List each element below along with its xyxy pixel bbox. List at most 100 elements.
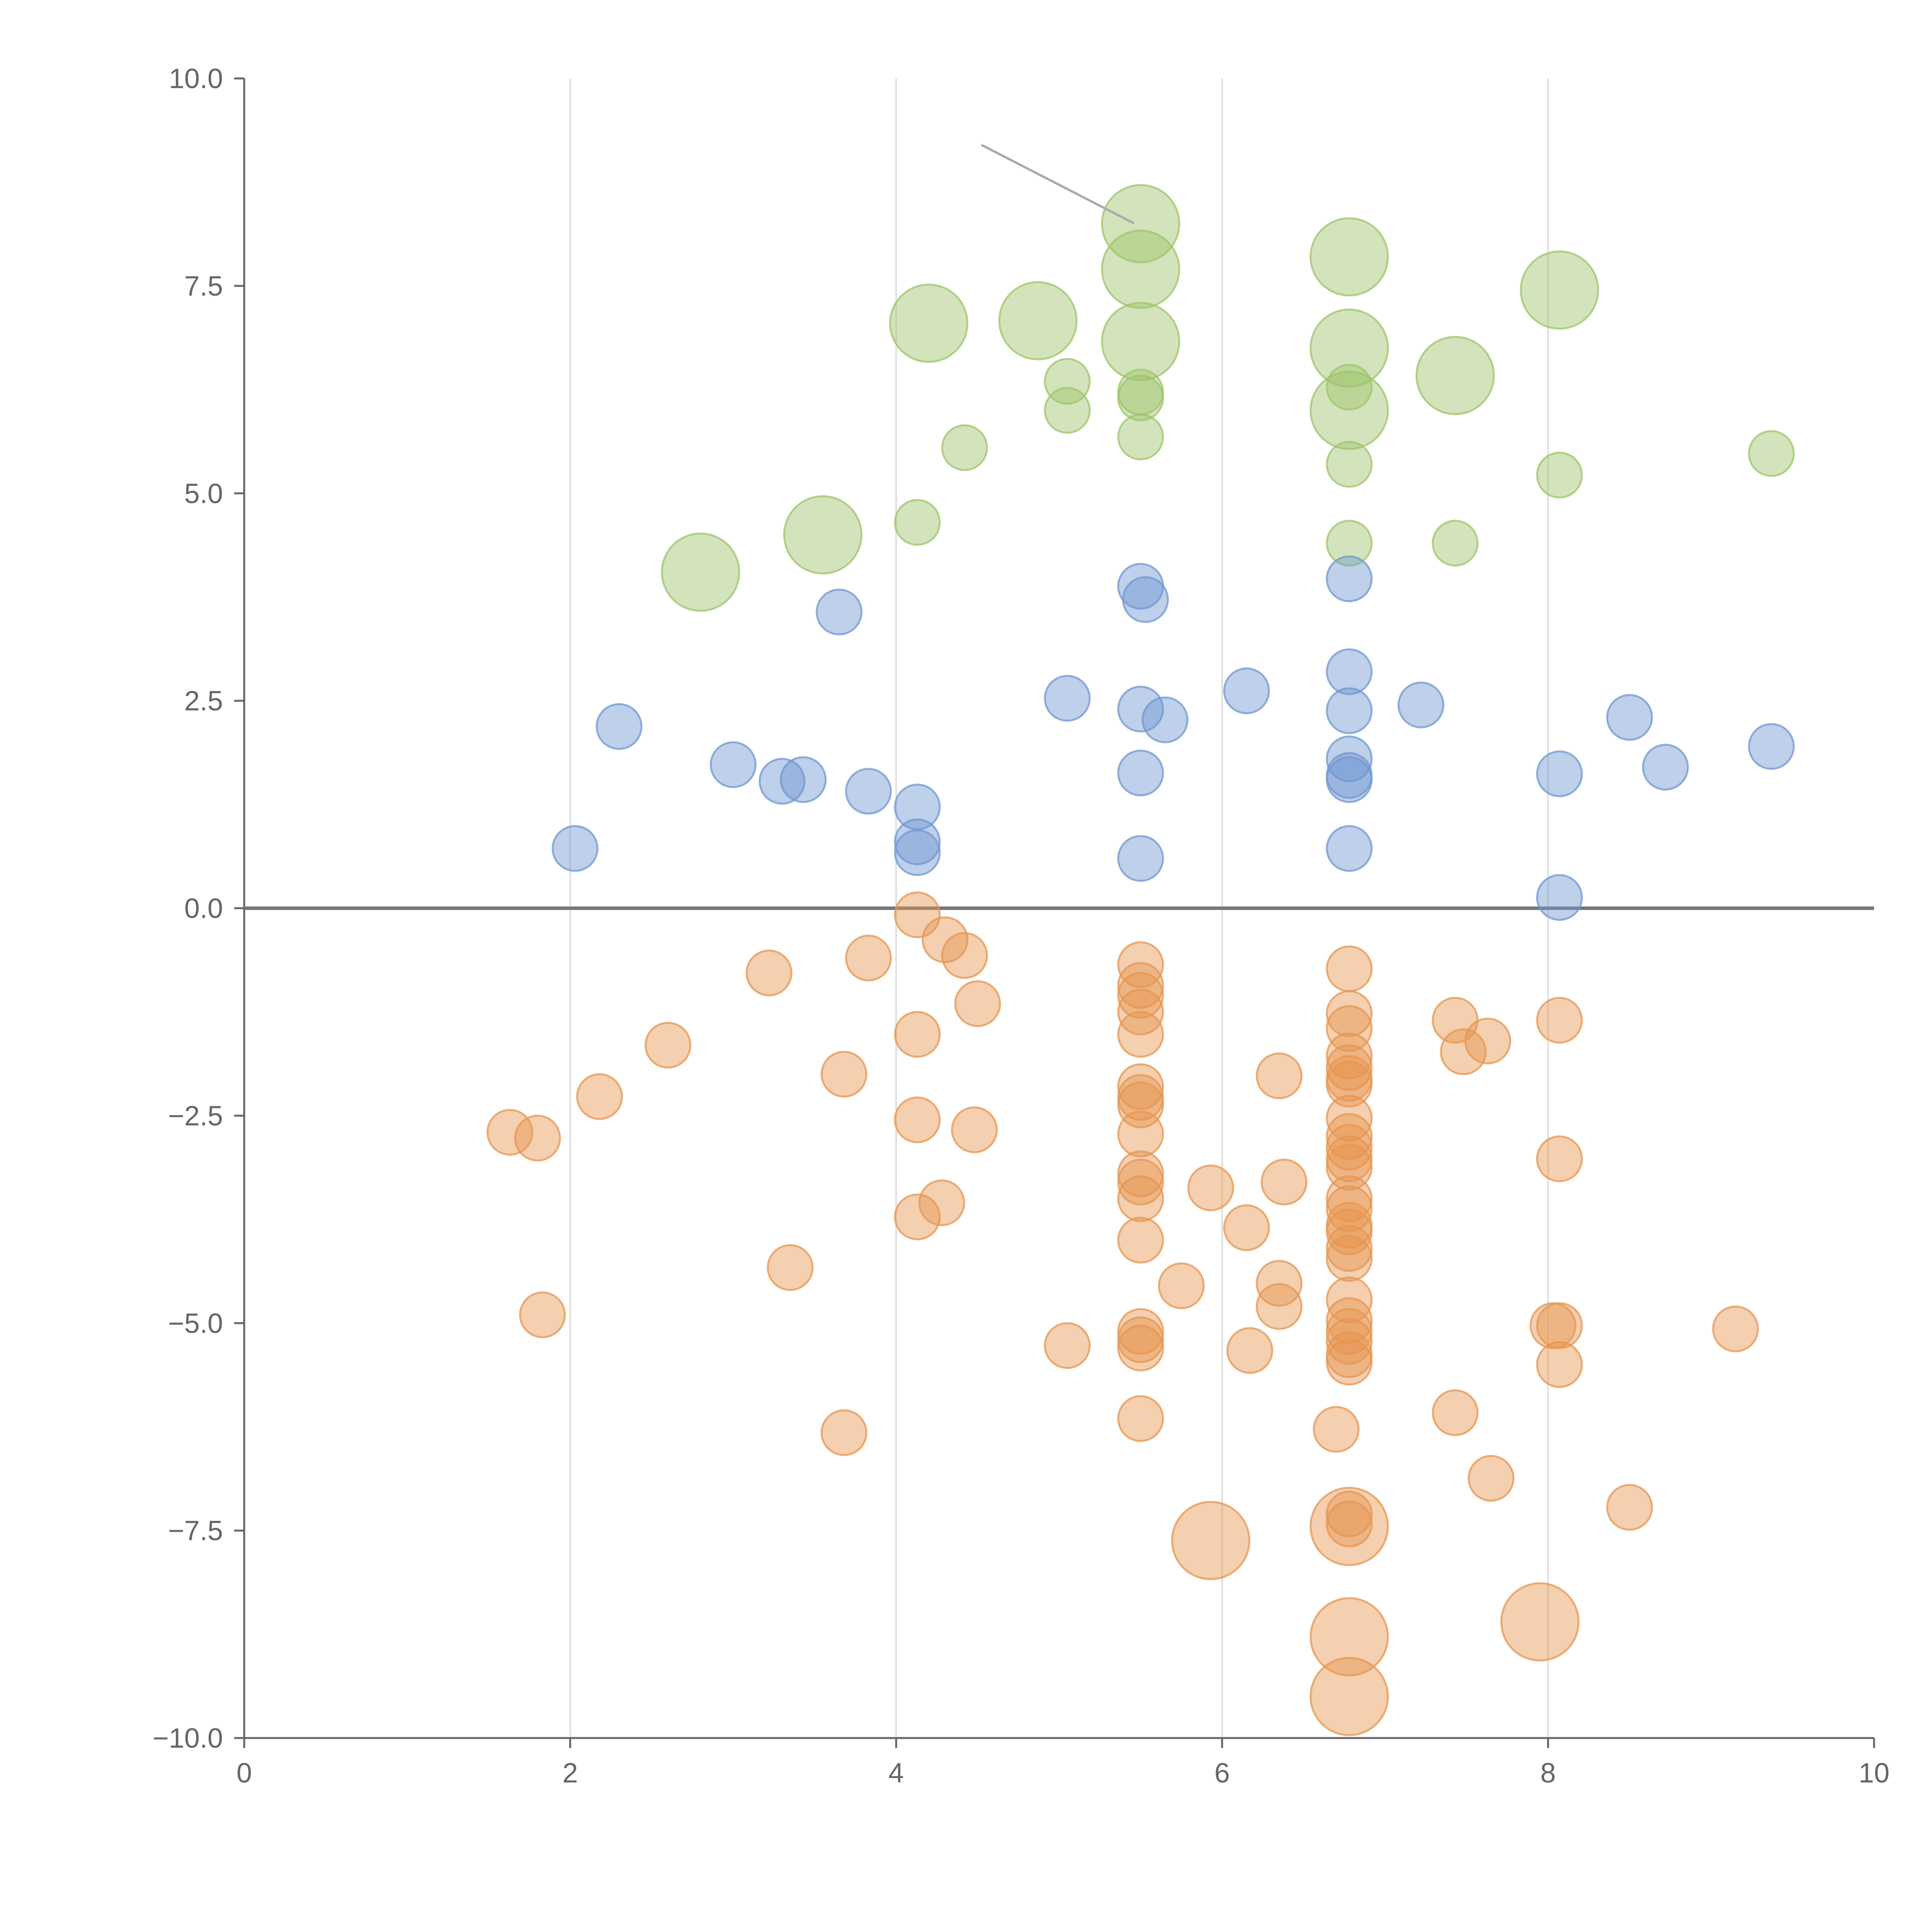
blue-bubble-17 [1117,749,1164,796]
orange-bubble-0 [894,891,941,939]
blue-bubble-18 [1536,750,1583,798]
green-bubble-2 [1310,217,1389,297]
green-bubble-5 [998,281,1078,361]
orange-bubble-11 [1326,990,1373,1037]
green-bubble-24 [1432,520,1479,567]
y-tick-label-3: −2.5 [168,1100,223,1131]
blue-bubble-22 [780,756,827,803]
orange-bubble-61 [519,1291,566,1338]
blue-bubble-15 [1642,743,1689,791]
orange-bubble-35 [1117,1111,1164,1158]
orange-bubble-28 [576,1073,623,1120]
blue-bubble-3 [816,588,863,636]
axis-layer: 0 2 4 6 8 10 −10.0 −7.5 −5.0 −2.5 0.0 2.5 5.0 7.5 10.0 [153,63,1889,1789]
orange-bubble-14 [1326,1005,1373,1052]
blue-bubble-10 [1141,696,1189,743]
orange-bubble-9 [954,980,1001,1027]
orange-bubble-53 [1117,1217,1164,1264]
orange-bubble-17 [1464,1017,1511,1065]
orange-bubble-37 [1326,1124,1373,1171]
green-bubble-17 [941,424,988,471]
orange-bubble-23 [1255,1052,1303,1099]
orange-bubble-47 [918,1179,965,1226]
orange-bubble-1 [922,916,969,963]
green-bubble-10 [783,495,862,575]
x-tick-label-3: 6 [1214,1758,1230,1789]
green-bubble-7 [1310,308,1389,388]
y-tick-label-2: −5.0 [168,1308,223,1339]
orange-bubble-22 [820,1051,867,1098]
green-bubble-8 [1415,336,1495,415]
orange-bubble-46 [1326,1175,1373,1222]
blue-bubble-8 [1117,685,1164,733]
blue-bubble-21 [759,758,806,805]
blue-bubble-5 [1223,667,1270,714]
orange-bubble-45 [1117,1175,1164,1222]
orange-bubble-7 [1117,962,1164,1009]
green-bubble-4 [889,284,969,363]
orange-bubble-70 [1044,1322,1091,1369]
orange-bubble-75 [1536,1341,1583,1388]
orange-bubble-39 [1536,1135,1583,1182]
green-bubble-3 [1520,250,1599,330]
orange-bubble-58 [1158,1262,1205,1310]
orange-bubble-2 [941,932,988,979]
orange-bubble-6 [1326,945,1373,992]
orange-bubble-55 [1326,1235,1373,1282]
blue-bubble-29 [1117,835,1164,882]
y-tick-label-7: 7.5 [184,271,223,302]
green-bubble-14 [1117,374,1164,422]
orange-bubble-56 [767,1244,814,1291]
green-bubble-21 [1748,430,1795,477]
orange-bubble-83 [1326,1500,1373,1548]
orange-bubble-62 [1326,1297,1373,1344]
blue-bubble-11 [1606,694,1653,741]
orange-bubble-42 [1260,1158,1308,1206]
blue-bubble-2 [1326,555,1373,602]
blue-bubble-14 [709,741,757,788]
orange-bubble-71 [1117,1325,1164,1372]
y-tick-label-1: −7.5 [168,1515,223,1546]
orange-bubble-32 [486,1109,534,1156]
orange-bubble-50 [1223,1204,1270,1251]
green-bubble-1 [1101,230,1180,309]
blue-bubble-7 [1397,681,1444,728]
green-bubble-15 [1326,364,1373,411]
orange-bubble-60 [1255,1283,1303,1330]
orange-bubble-25 [1326,1061,1373,1108]
orange-bubble-80 [1468,1455,1515,1502]
orange-bubble-30 [1326,1095,1373,1142]
orange-bubble-82 [1326,1490,1373,1537]
green-bubble-16 [1044,387,1091,434]
orange-bubble-54 [1326,1225,1373,1272]
orange-bubble-34 [514,1114,561,1162]
x-tick-label-2: 4 [888,1758,904,1789]
x-tick-label-5: 10 [1859,1758,1889,1789]
blue-bubble-26 [894,829,941,876]
orange-bubble-81 [1606,1484,1653,1531]
blue-bubble-28 [1326,825,1373,872]
blue-bubble-20 [1326,756,1373,803]
orange-bubble-19 [1440,1028,1487,1075]
orange-bubble-43 [1117,1158,1164,1206]
green-bubble-23 [1326,520,1373,567]
orange-bubble-4 [745,949,793,997]
blue-bubble-6 [1044,675,1091,722]
orange-bubble-88 [1310,1657,1389,1736]
orange-bubble-78 [820,1409,867,1456]
points-layer [486,184,1795,1736]
orange-bubble-77 [1432,1389,1479,1436]
y-tick-label-0: −10.0 [153,1723,223,1754]
blue-bubble-13 [1748,723,1795,770]
orange-bubble-13 [1536,997,1583,1044]
orange-bubble-15 [1117,1011,1164,1058]
orange-bubble-65 [1712,1305,1759,1352]
orange-bubble-85 [1171,1501,1250,1580]
orange-bubble-76 [1117,1395,1164,1442]
green-bubble-20 [1536,452,1583,499]
blue-bubble-30 [1536,874,1583,921]
x-tick-label-4: 8 [1540,1758,1556,1789]
orange-bubble-21 [1326,1044,1373,1091]
